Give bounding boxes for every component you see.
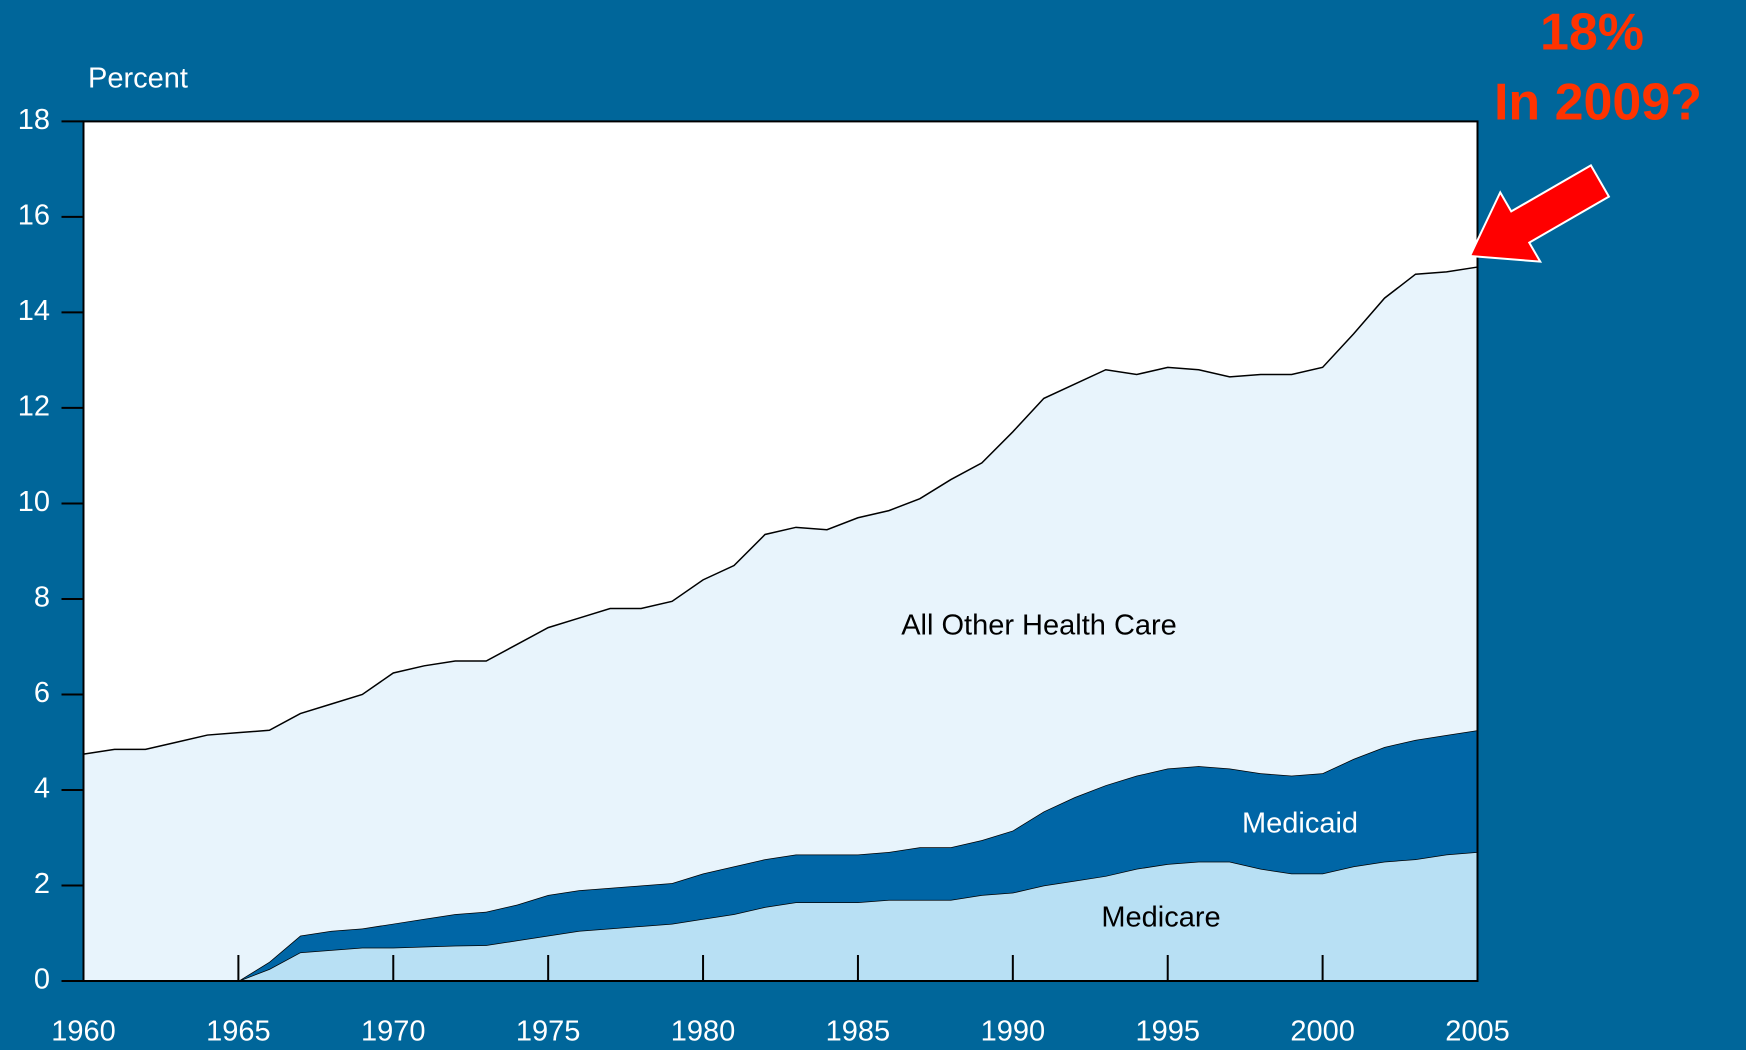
x-tick-label: 1995 <box>1135 1016 1200 1048</box>
area <box>83 852 1478 981</box>
y-tick-label: 16 <box>18 200 50 232</box>
y-axis-title: Percent <box>88 63 188 95</box>
x-tick-label: 1960 <box>51 1016 116 1048</box>
x-tick-label: 1970 <box>361 1016 426 1048</box>
y-tick-label: 4 <box>34 773 50 805</box>
y-tick-label: 0 <box>34 964 50 996</box>
x-tick-label: 2000 <box>1290 1016 1355 1048</box>
annotation: 18% <box>1540 4 1644 62</box>
x-tick-label: 1980 <box>671 1016 736 1048</box>
plot-frame <box>82 120 1479 982</box>
y-tick-label: 10 <box>18 486 50 518</box>
x-tick-label: 1990 <box>981 1016 1046 1048</box>
y-tick-label: 12 <box>18 391 50 423</box>
y-tick-label: 2 <box>34 868 50 900</box>
annotation: In 2009? <box>1494 74 1702 132</box>
y-tick-label: 14 <box>18 295 50 327</box>
x-tick-label: 1965 <box>206 1016 271 1048</box>
area-label: Medicare <box>1101 902 1220 934</box>
area-label: All Other Health Care <box>901 610 1177 642</box>
arrow <box>1468 164 1611 263</box>
x-tick-label: 1975 <box>516 1016 581 1048</box>
x-tick-label: 1985 <box>826 1016 891 1048</box>
x-tick-label: 2005 <box>1445 1016 1510 1048</box>
area <box>83 267 1478 981</box>
y-tick-label: 6 <box>34 677 50 709</box>
marks <box>83 266 1478 982</box>
y-tick-label: 18 <box>18 104 50 136</box>
y-tick-label: 8 <box>34 582 50 614</box>
area-label: Medicaid <box>1242 808 1358 840</box>
area-edge <box>83 266 1478 755</box>
